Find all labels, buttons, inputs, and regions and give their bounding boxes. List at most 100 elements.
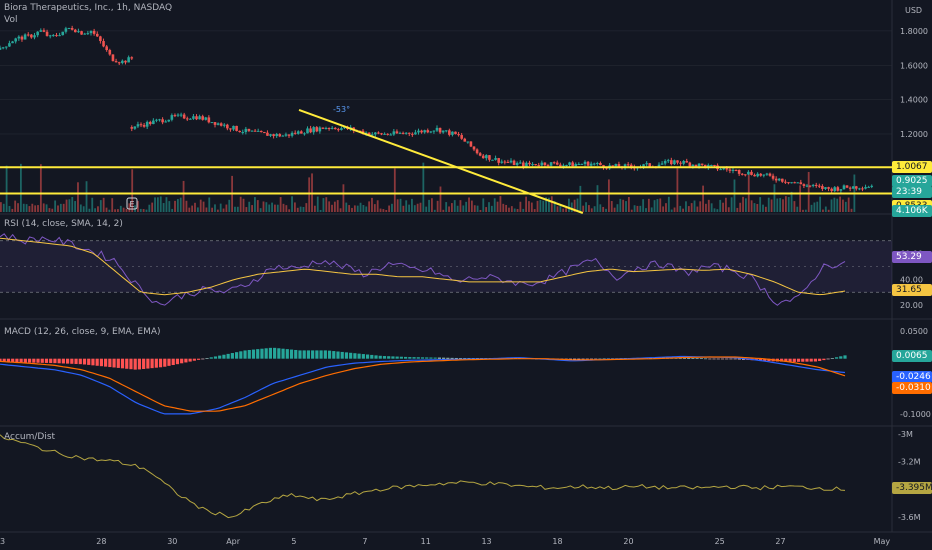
volume-bar [827, 209, 830, 212]
macd-histogram-bar [458, 358, 463, 359]
currency-label: USD [905, 6, 922, 15]
candle-body [700, 163, 704, 165]
volume-bar [42, 203, 45, 212]
macd-histogram-bar [404, 356, 408, 359]
rsi-ma-line [0, 237, 846, 296]
macd-histogram-bar [699, 358, 703, 359]
price-tick-label: 1.8000 [900, 27, 928, 36]
macd-histogram-bar [454, 357, 458, 359]
candle-body [99, 36, 102, 42]
volume-bar [619, 198, 622, 212]
candle-body [216, 123, 220, 125]
macd-histogram-bar [205, 358, 209, 359]
macd-histogram-bar [19, 358, 23, 363]
time-axis-label: 25 [715, 537, 725, 546]
macd-histogram-bar [391, 356, 395, 359]
candle-body [52, 35, 55, 37]
macd-histogram-bar [602, 358, 606, 360]
macd-tick-label: 0.0500 [900, 327, 928, 336]
candle-body [102, 41, 105, 47]
macd-histogram-bar [137, 358, 142, 370]
volume-bar [750, 200, 753, 212]
volume-bar [379, 208, 382, 212]
volume-bar [48, 208, 51, 212]
candle-body [509, 160, 513, 163]
volume-bar [482, 198, 485, 212]
time-axis-label: 20 [623, 537, 633, 546]
macd-histogram-bar [336, 351, 340, 359]
macd-histogram-bar [801, 358, 805, 362]
volume-bar [45, 204, 48, 212]
earnings-label: E [129, 200, 134, 209]
candle-body [799, 182, 803, 185]
candle-body [4, 46, 8, 48]
macd-histogram-bar [218, 355, 222, 359]
volume-bar [14, 200, 17, 212]
volume-bar [22, 203, 25, 212]
candle-body [259, 130, 263, 133]
candle-body [229, 128, 232, 130]
candle-body [552, 162, 556, 164]
candle-body [441, 130, 445, 133]
candle-body [768, 173, 772, 176]
volume-bar [77, 182, 79, 212]
volume-bar [373, 204, 376, 212]
volume-bar [673, 207, 676, 212]
candle-body [343, 126, 346, 129]
volume-bar [787, 197, 790, 212]
macd-histogram-bar [792, 358, 796, 362]
candle-body [534, 164, 537, 166]
candle-body [330, 127, 334, 129]
volume-bar [819, 196, 822, 212]
volume-bar [453, 200, 456, 212]
candle-body [611, 165, 615, 167]
candle-body [818, 185, 821, 187]
volume-bar [705, 203, 707, 212]
volume-bar [565, 208, 567, 212]
macd-histogram-bar [87, 358, 91, 365]
volume-bar [336, 200, 339, 212]
candle-body [790, 182, 793, 184]
time-axis-label: 23 [0, 537, 5, 546]
candle-body [105, 46, 108, 51]
candle-body [386, 133, 389, 135]
volume-bar [296, 207, 299, 212]
volume-bar [730, 197, 733, 212]
candle-body [719, 169, 722, 171]
volume-bar [810, 204, 813, 212]
macd-histogram-bar [294, 349, 298, 359]
volume-bar [8, 206, 11, 212]
candle-body [478, 153, 482, 156]
candle-body [867, 186, 870, 188]
macd-histogram-bar [442, 357, 446, 359]
candle-body [546, 165, 550, 167]
candle-body [802, 184, 806, 186]
volume-bar [59, 203, 62, 212]
candle-body [472, 146, 476, 150]
volume-bar [816, 201, 819, 212]
macd-histogram-bar [175, 358, 180, 365]
volume-bar [542, 200, 545, 212]
macd-histogram-bar [712, 358, 716, 360]
macd-histogram-bar [446, 357, 450, 359]
signal-value-tag: -0.0310 [892, 381, 932, 394]
candle-body [232, 125, 235, 130]
volume-tag: 4.106K [892, 205, 932, 217]
candle-body [839, 189, 843, 191]
volume-bar [473, 205, 476, 212]
candle-body [48, 35, 52, 37]
macd-histogram-bar [146, 358, 150, 369]
volume-bar [582, 205, 585, 212]
candle-body [86, 33, 90, 35]
candle-body [293, 132, 297, 134]
macd-histogram-bar [247, 349, 251, 359]
candle-body [518, 162, 522, 164]
volume-bar [553, 201, 556, 212]
macd-histogram-bar [420, 357, 425, 359]
volume-bar [199, 199, 202, 212]
candle-body [210, 122, 214, 124]
trendline [298, 108, 584, 214]
candle-body [549, 162, 553, 166]
candle-body [506, 161, 510, 163]
